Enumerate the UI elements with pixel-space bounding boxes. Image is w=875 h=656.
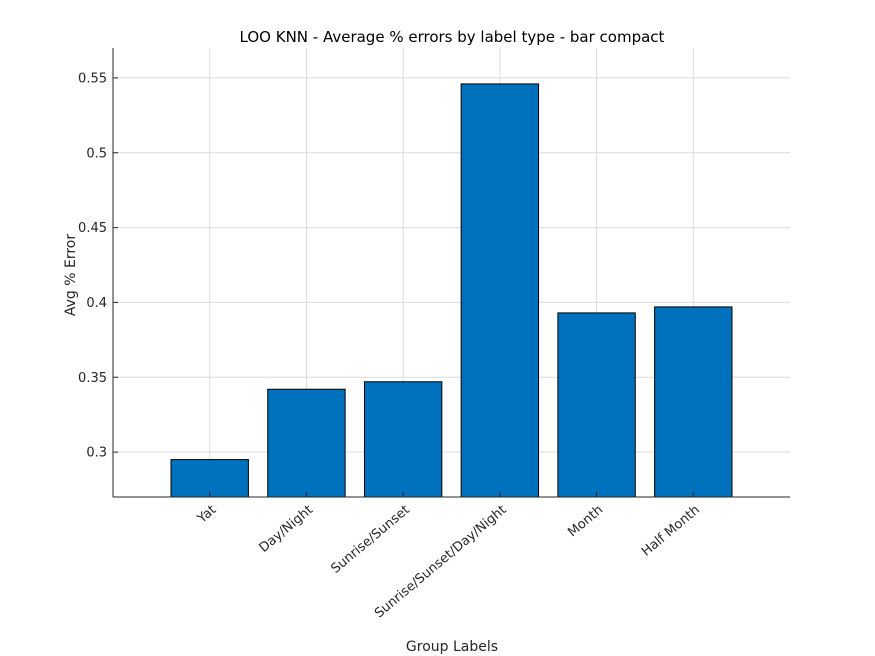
chart-title: LOO KNN - Average % errors by label type… — [240, 28, 665, 46]
x-tick-label: Sunrise/Sunset — [328, 503, 412, 577]
y-tick-label: 0.35 — [78, 371, 107, 386]
x-tick-labels: Yat Day/Night Sunrise/SunsetSunrise/Sunset… — [194, 503, 703, 622]
bar — [363, 381, 443, 498]
y-tick-label: 0.3 — [86, 446, 107, 461]
bar — [557, 312, 636, 498]
x-tick-label: Yat — [194, 503, 219, 527]
y-tick-label: 0.4 — [86, 296, 107, 311]
y-tick-label: 0.5 — [86, 146, 107, 161]
x-tick-label: Half Month — [639, 503, 703, 560]
axes — [112, 48, 790, 498]
bars — [170, 83, 733, 498]
y-tick-label: 0.45 — [78, 221, 107, 236]
bar — [267, 388, 346, 498]
y-tick-label: 0.55 — [78, 71, 107, 86]
x-tick-label: Day/Night — [257, 503, 316, 556]
x-tick-label: Month — [565, 503, 606, 541]
bar — [170, 459, 249, 498]
y-axis-label: Avg % Error — [63, 234, 79, 317]
y-tick-labels: 0.3 0.35 0.4 0.45 0.5 0.55 — [78, 71, 107, 460]
bar — [460, 83, 540, 498]
x-axis-label: Group Labels — [406, 639, 498, 655]
bar — [654, 306, 733, 498]
